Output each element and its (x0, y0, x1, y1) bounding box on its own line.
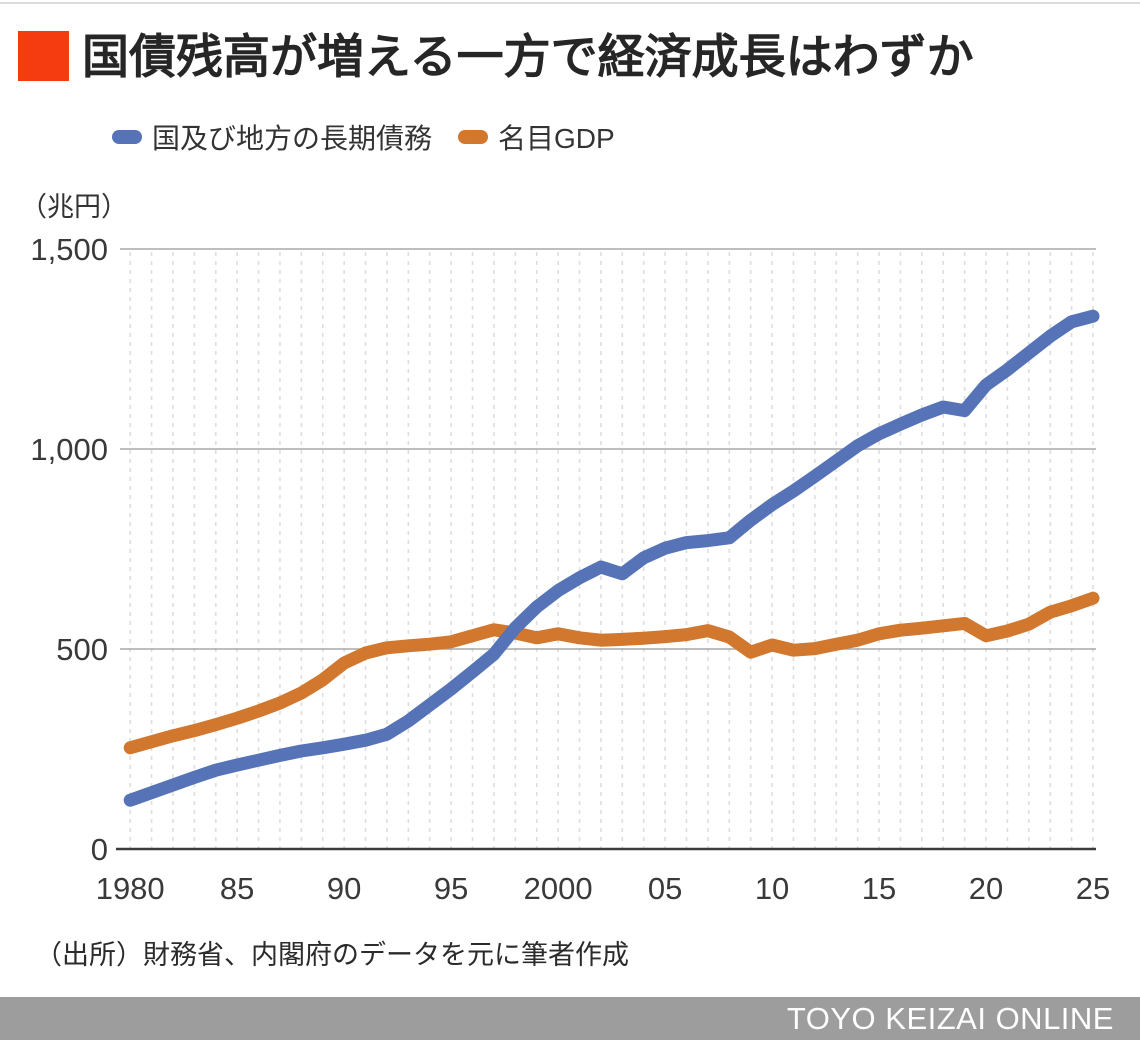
y-tick-label: 500 (56, 632, 108, 667)
x-tick-label: 90 (327, 871, 361, 906)
y-tick-label: 1,000 (30, 432, 108, 467)
legend-item-gdp: 名目GDP (458, 119, 615, 155)
y-tick-label: 1,500 (30, 232, 108, 267)
x-tick-label: 2000 (524, 871, 593, 906)
debt-legend-label: 国及び地方の長期債務 (152, 123, 433, 154)
chart-title: 国債残高が増える一方で経済成長はわずか (82, 30, 974, 83)
x-tick-label: 20 (969, 871, 1003, 906)
brand-logo-text: TOYO KEIZAI ONLINE (786, 1001, 1114, 1036)
title-row: 国債残高が増える一方で経済成長はわずか (18, 31, 974, 83)
debt-line (123, 309, 1100, 807)
footer-bar: TOYO KEIZAI ONLINE (0, 997, 1140, 1040)
gdp-legend-label: 名目GDP (498, 123, 615, 154)
x-tick-label: 85 (220, 871, 254, 906)
y-axis-unit-label: （兆円） (20, 192, 128, 222)
y-tick-label: 0 (91, 832, 108, 867)
title-bullet (18, 31, 69, 81)
debt-legend-swatch (112, 130, 142, 144)
gdp-legend-swatch (458, 130, 489, 144)
x-tick-label: 95 (434, 871, 468, 906)
x-tick-label: 25 (1076, 871, 1110, 906)
x-tick-label: 1980 (96, 871, 165, 906)
top-divider (0, 2, 1140, 4)
gdp-line (123, 591, 1100, 755)
legend: 国及び地方の長期債務 名目GDP (112, 119, 615, 155)
x-tick-label: 15 (862, 871, 896, 906)
source-note: （出所）財務省、内閣府のデータを元に筆者作成 (35, 940, 629, 970)
x-tick-label: 05 (648, 871, 682, 906)
legend-item-debt: 国及び地方の長期債務 (112, 119, 432, 155)
x-tick-label: 10 (755, 871, 789, 906)
